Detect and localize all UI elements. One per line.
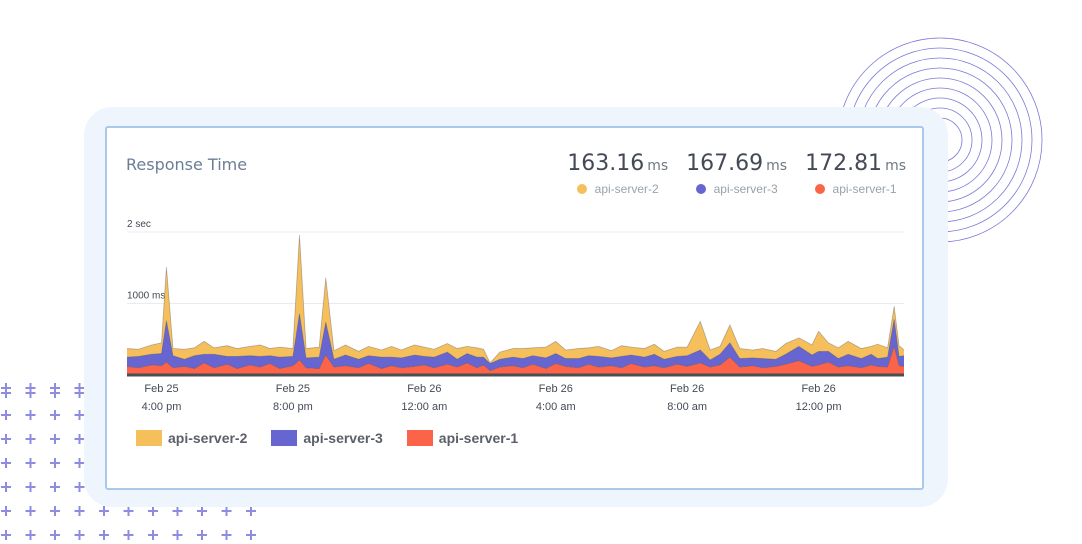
x-tick-date-label: Feb 25: [144, 383, 178, 395]
plus-icon: [197, 506, 207, 516]
summary-item-api-server-1: 172.81 ms api-server-1: [805, 150, 906, 196]
legend-label: api-server-2: [168, 430, 248, 446]
legend-swatch: [406, 430, 433, 446]
area-api-server-2[interactable]: [127, 234, 904, 364]
summary-value: 163.16 ms: [567, 150, 668, 180]
plus-icon: [148, 506, 158, 516]
area-api-server-1[interactable]: [127, 346, 904, 375]
plus-icon: [50, 434, 60, 444]
y-tick-label: 1000 ms: [127, 291, 165, 302]
summary-item-api-server-2: 163.16 ms api-server-2: [567, 150, 668, 196]
x-tick-date-label: Feb 26: [670, 383, 704, 395]
plus-icon: [1, 482, 11, 492]
summary-series-name: api-server-1: [832, 182, 897, 196]
x-tick-time-label: 12:00 am: [401, 401, 447, 413]
plus-icon: [221, 530, 232, 540]
summary-label: api-server-2: [576, 182, 659, 196]
plus-icon: [25, 458, 36, 468]
x-tick-time-label: 8:00 pm: [273, 401, 313, 413]
summary-value: 167.69 ms: [686, 150, 787, 180]
series-dot-icon: [695, 184, 706, 194]
plus-icon: [74, 506, 85, 516]
series-dot-icon: [814, 184, 825, 194]
plus-icon: [74, 482, 85, 492]
y-tick-label: 2 sec: [127, 219, 151, 230]
area-api-server-3[interactable]: [127, 313, 904, 371]
summary-number: 172.81: [805, 151, 883, 176]
summary-label: api-server-1: [814, 182, 897, 196]
summary-value: 172.81 ms: [805, 150, 906, 180]
x-tick-date-label: Feb 26: [801, 383, 835, 395]
area-outline-api-server-1: [126, 344, 905, 372]
legend-item-api-server-2[interactable]: api-server-2: [136, 430, 247, 446]
plus-icon: [74, 434, 85, 444]
area-outline-api-server-2: [126, 234, 905, 364]
plus-icon: [1, 458, 11, 468]
legend-swatch: [136, 430, 162, 446]
plus-icon: [25, 482, 36, 492]
plus-icon: [1, 388, 11, 398]
plus-icon: [221, 506, 232, 516]
plus-icon: [1, 530, 11, 540]
legend-label: api-server-1: [438, 430, 519, 446]
plus-icon: [50, 482, 60, 492]
plus-icon: [1, 434, 11, 444]
plus-icon: [99, 506, 109, 516]
plus-icon: [197, 530, 207, 540]
plus-icon: [25, 434, 36, 444]
x-tick-date-label: Feb 26: [407, 383, 441, 395]
chart-legend: api-server-2 api-server-3 api-server-1: [136, 430, 518, 446]
plus-icon: [246, 530, 256, 540]
summary-item-api-server-3: 167.69 ms api-server-3: [686, 150, 787, 196]
plus-icon: [172, 530, 183, 540]
plus-icon: [148, 530, 158, 540]
response-time-card: Response Time 163.16 ms api-server-2 167.…: [105, 126, 924, 490]
plus-icon: [25, 506, 36, 516]
summary-stats: 163.16 ms api-server-2 167.69 ms api-serve…: [567, 150, 906, 196]
x-tick-date-label: Feb 26: [539, 383, 573, 395]
plus-icon: [50, 388, 60, 398]
plus-icon: [50, 530, 60, 540]
plus-icon: [123, 530, 134, 540]
plus-icon: [74, 388, 85, 398]
plus-icon: [99, 530, 109, 540]
plus-icon: [25, 530, 36, 540]
series-dot-icon: [576, 184, 587, 194]
legend-item-api-server-1[interactable]: api-server-1: [406, 430, 519, 446]
summary-number: 163.16: [567, 151, 645, 176]
x-tick-time-label: 8:00 am: [667, 401, 707, 413]
response-time-plot[interactable]: 1000 ms 2 sec Feb 25 4:00 pm Feb 25 8:00 pm Fe…: [107, 128, 922, 428]
plus-icon: [74, 458, 85, 468]
chart-title: Response Time: [126, 155, 248, 174]
x-tick-time-label: 4:00 am: [536, 401, 576, 413]
summary-unit: ms: [766, 158, 788, 174]
plus-icon: [1, 506, 11, 516]
summary-unit: ms: [647, 158, 669, 174]
legend-swatch: [271, 430, 298, 446]
plus-icon: [246, 506, 256, 516]
plus-icon: [50, 458, 60, 468]
summary-number: 167.69: [686, 151, 764, 176]
area-outline-api-server-3: [126, 313, 905, 365]
plus-icon: [1, 410, 11, 420]
summary-unit: ms: [885, 158, 906, 174]
plus-icon: [123, 506, 134, 516]
x-tick-date-label: Feb 25: [276, 383, 310, 395]
summary-series-name: api-server-2: [594, 182, 659, 196]
summary-label: api-server-3: [695, 182, 778, 196]
plus-icon: [25, 388, 36, 398]
x-tick-time-label: 12:00 pm: [796, 401, 842, 413]
plus-icon: [50, 410, 60, 420]
x-tick-time-label: 4:00 pm: [142, 401, 182, 413]
summary-series-name: api-server-3: [713, 182, 778, 196]
plus-icon: [50, 506, 60, 516]
plus-icon: [25, 410, 36, 420]
legend-item-api-server-3[interactable]: api-server-3: [271, 430, 383, 446]
legend-label: api-server-3: [303, 430, 383, 446]
plus-icon: [74, 410, 85, 420]
plus-icon: [74, 530, 85, 540]
plus-icon: [172, 506, 183, 516]
